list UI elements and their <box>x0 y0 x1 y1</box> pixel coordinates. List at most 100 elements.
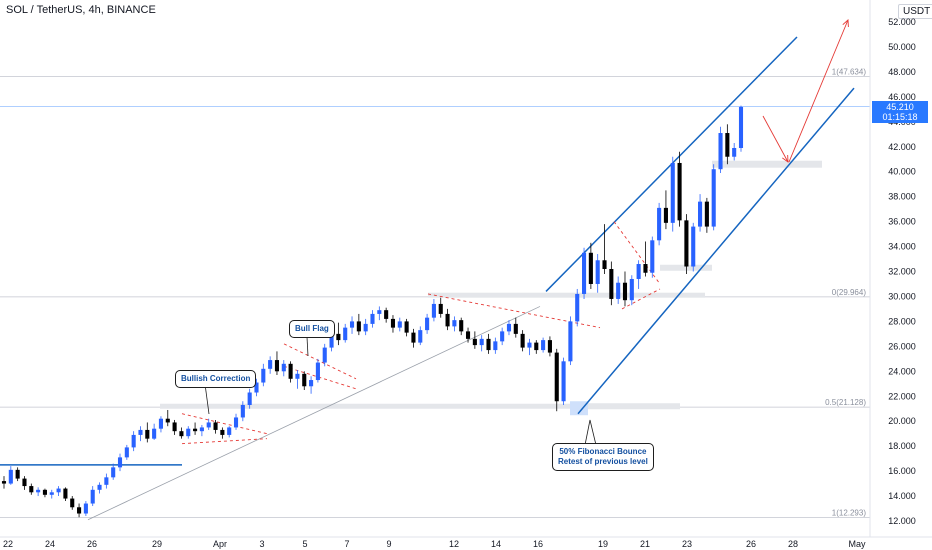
fib-level-label: 1(12.293) <box>832 508 867 517</box>
y-tick-label: 12.000 <box>888 516 916 526</box>
candle-body <box>22 478 27 487</box>
candle-body <box>657 207 662 241</box>
candle-body <box>500 331 505 342</box>
candle-body <box>691 226 696 267</box>
candle-body <box>42 489 47 495</box>
x-tick-label: May <box>848 539 866 549</box>
candle-body <box>575 293 580 322</box>
fib-bounce-highlight <box>570 401 588 416</box>
candle-body <box>616 282 621 299</box>
candle-body <box>158 418 164 429</box>
y-tick-label: 36.000 <box>888 217 916 227</box>
pattern-line <box>181 413 268 435</box>
candle-body <box>233 417 239 428</box>
pattern-line <box>621 288 661 310</box>
x-tick-label: 21 <box>640 539 650 549</box>
x-tick-label: 9 <box>386 539 391 549</box>
currency-label[interactable]: USDT <box>898 4 932 19</box>
candle-body <box>295 373 300 379</box>
candle-body <box>629 278 634 301</box>
callout-pointer <box>584 419 597 446</box>
candle-body <box>377 310 382 314</box>
candle-body <box>493 341 498 351</box>
candle-body <box>15 469 20 479</box>
candle-body <box>63 488 68 499</box>
candle-body <box>70 498 75 508</box>
forecast-arrow-down-head <box>782 154 789 163</box>
candle-body <box>1 481 7 484</box>
y-tick-label: 20.000 <box>888 416 916 426</box>
y-tick-label: 26.000 <box>888 341 916 351</box>
candle-body <box>254 382 259 393</box>
candle-body <box>479 338 484 346</box>
y-tick-label: 42.000 <box>888 142 916 152</box>
fib-level-label: 1(47.634) <box>832 67 867 76</box>
candle-body <box>186 428 191 437</box>
trendline <box>87 306 541 521</box>
candle-body <box>268 360 273 369</box>
candle-body <box>117 457 123 468</box>
candle-body <box>390 318 396 328</box>
candle-body <box>547 340 552 353</box>
candle-body <box>240 404 245 418</box>
candle-body <box>425 317 430 331</box>
candle-body <box>609 269 614 299</box>
candle-body <box>384 310 389 319</box>
time-axis: 22 24 26 29 Apr 3 5 7 9 12 14 16 19 21 23 26 28 May <box>0 536 932 549</box>
candle-body <box>643 264 648 273</box>
candle-body <box>418 330 423 343</box>
candle-body <box>213 422 218 430</box>
x-tick-label: 24 <box>45 539 55 549</box>
candle-body <box>247 392 252 405</box>
support-zone <box>712 160 822 168</box>
candle-body <box>486 338 491 351</box>
y-tick-label: 50.000 <box>888 42 916 52</box>
candle-body <box>452 320 457 327</box>
candle-body <box>561 361 566 402</box>
candle-body <box>165 418 170 423</box>
x-tick-label: Apr <box>213 539 227 549</box>
candle-body <box>315 362 320 381</box>
candle-body <box>397 321 402 328</box>
candle-body <box>711 169 716 227</box>
candle-body <box>309 380 314 387</box>
candle-body <box>349 321 355 328</box>
bullish-correction-label: Bullish Correction <box>175 370 257 388</box>
candle-body <box>588 252 593 284</box>
candle-body <box>554 352 559 402</box>
candle-body <box>288 363 293 379</box>
y-tick-label: 16.000 <box>888 466 916 476</box>
candle-body <box>172 422 177 432</box>
candle-body <box>738 106 744 148</box>
candle-body <box>124 447 129 458</box>
y-tick-label: 24.000 <box>888 366 916 376</box>
candle-body <box>465 331 471 339</box>
x-tick-label: 14 <box>491 539 501 549</box>
x-tick-label: 12 <box>449 539 459 549</box>
callout-pointer <box>306 336 309 357</box>
candle-body <box>520 333 525 348</box>
candle-body <box>145 429 150 439</box>
candle-body <box>302 373 307 387</box>
fib-bounce-label: 50% Fibonacci Bounce Retest of previous … <box>552 443 654 471</box>
candle-body <box>356 321 361 332</box>
candle-body <box>49 492 54 495</box>
candle-body <box>541 340 546 351</box>
callout-pointer <box>204 383 210 415</box>
candle-body <box>179 431 184 437</box>
candle-body <box>8 469 13 484</box>
x-tick-label: 3 <box>259 539 264 549</box>
y-tick-label: 18.000 <box>888 441 916 451</box>
y-tick-label: 40.000 <box>888 167 916 177</box>
candle-body <box>281 363 286 372</box>
candle-body <box>29 486 34 493</box>
candles <box>1 105 744 518</box>
x-tick-label: 26 <box>746 539 756 549</box>
candle-body <box>527 342 532 348</box>
bull-flag-label: Bull Flag <box>289 320 335 338</box>
x-tick-label: 16 <box>533 539 543 549</box>
channel-lower <box>577 87 855 415</box>
candle-body <box>227 427 232 435</box>
y-tick-label: 28.000 <box>888 316 916 326</box>
